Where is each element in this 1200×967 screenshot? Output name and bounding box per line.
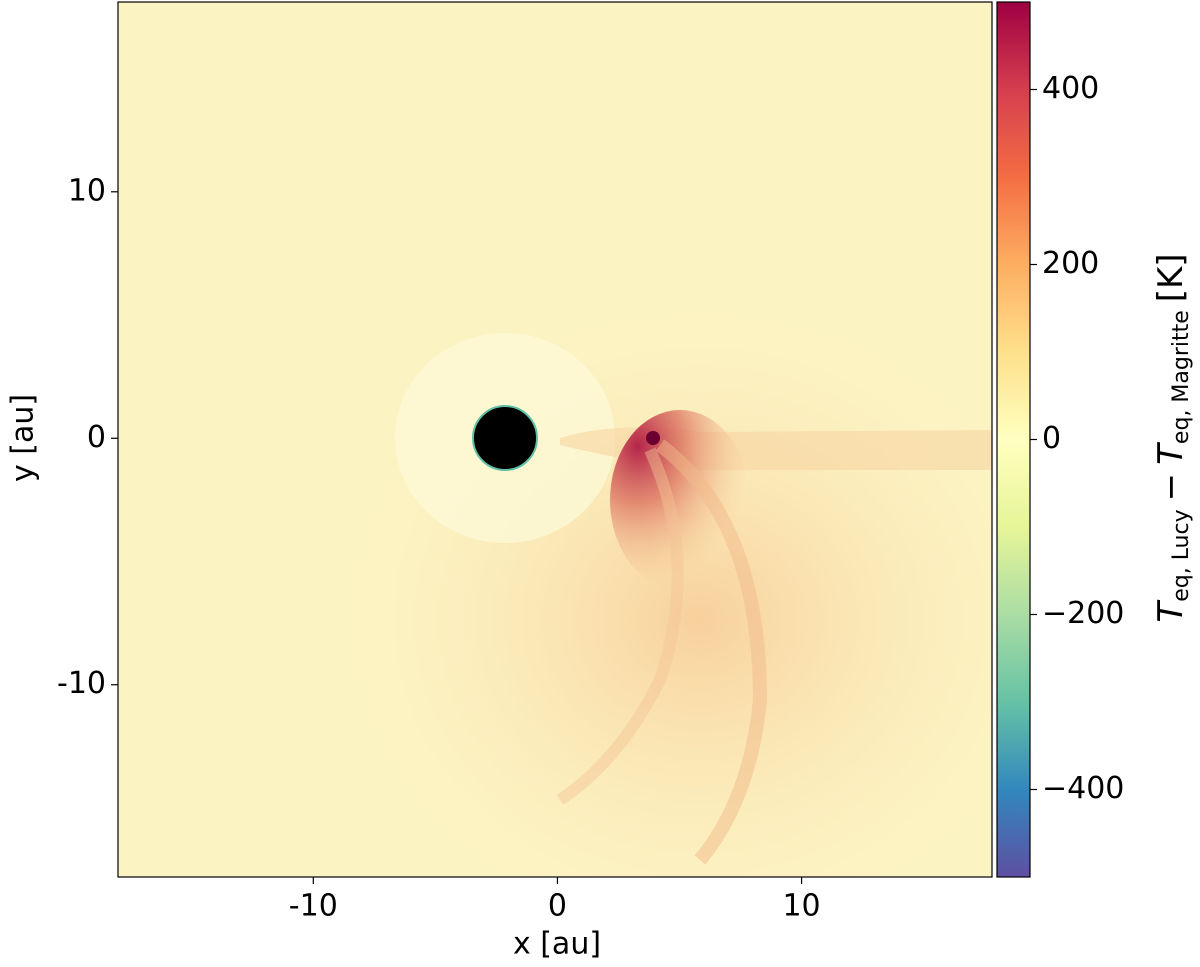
colorbar xyxy=(996,1,1031,878)
colorbar-tick-label: 400 xyxy=(1042,71,1099,106)
y-tick-label: 10 xyxy=(68,173,106,208)
field-image xyxy=(118,2,992,877)
colorbar-tick-label: 0 xyxy=(1042,421,1061,456)
x-axis-label: x [au] xyxy=(513,927,601,962)
y-tick-label: -10 xyxy=(57,666,106,701)
y-tick-label: 0 xyxy=(87,420,106,455)
y-axis-label: y [au] xyxy=(6,394,41,482)
x-tick-label: 10 xyxy=(782,889,820,924)
x-tick-label: -10 xyxy=(289,889,338,924)
colorbar-tick-label: −400 xyxy=(1042,771,1124,806)
unit: [K] xyxy=(1151,253,1191,302)
minus: − xyxy=(1151,473,1191,502)
subscript: eq, Lucy xyxy=(1169,509,1194,601)
symbol: T xyxy=(1151,442,1191,465)
symbol: T xyxy=(1151,600,1191,623)
colorbar-tick-label: −200 xyxy=(1042,596,1124,631)
subscript: eq, Magritte xyxy=(1169,310,1194,444)
colorbar-tick-label: 200 xyxy=(1042,246,1099,281)
colorbar-label: Teq, Lucy − Teq, Magritte [K] xyxy=(1151,253,1195,622)
x-tick-label: 0 xyxy=(548,889,567,924)
plot-frame xyxy=(117,1,993,878)
